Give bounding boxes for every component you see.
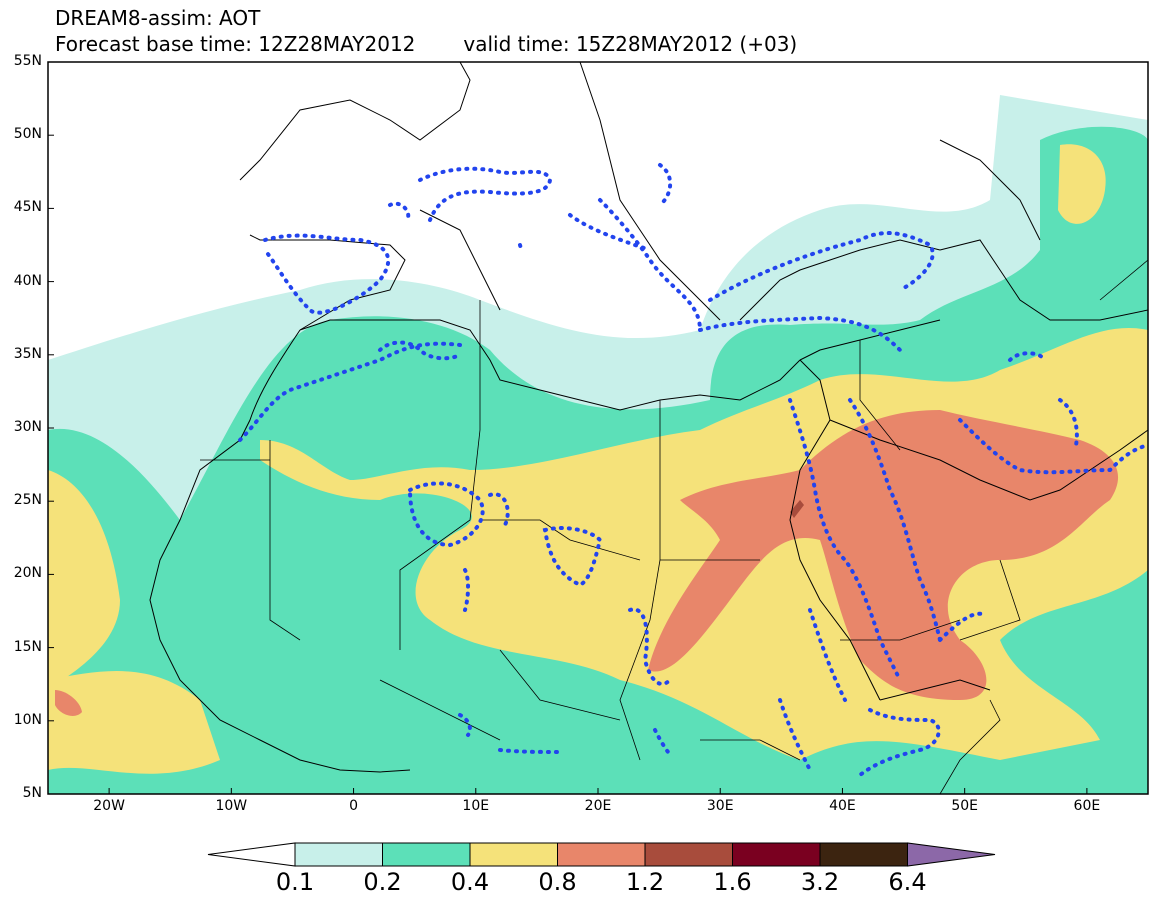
lat-label: 20N — [13, 565, 42, 582]
lat-label: 55N — [13, 53, 42, 69]
aot-field-0.4-west — [48, 671, 220, 774]
lon-label: 30E — [706, 798, 734, 814]
lat-label: 15N — [13, 638, 42, 655]
colorbar-segment — [557, 842, 646, 867]
forecast-times: Forecast base time: 12Z28MAY2012 valid ti… — [55, 34, 797, 54]
dotted-contours — [238, 163, 1148, 777]
lon-label: 0 — [349, 798, 359, 814]
valid-time: valid time: 15Z28MAY2012 (+03) — [463, 32, 798, 56]
colorbar-label: 3.2 — [800, 868, 840, 896]
colorbar-segment — [382, 842, 471, 867]
borders — [200, 259, 1148, 794]
colorbar-segment — [732, 842, 821, 867]
lon-label: 60E — [1073, 798, 1101, 814]
lat-label: 40N — [13, 272, 42, 289]
colorbar — [207, 842, 996, 867]
lat-label: 50N — [13, 126, 42, 143]
lat-label: 25N — [13, 492, 42, 509]
lat-label: 30N — [13, 419, 42, 435]
aot-field-1.2 — [790, 500, 804, 518]
lat-label: 35N — [13, 345, 42, 362]
colorbar-label: 0.2 — [363, 868, 402, 896]
map-title: DREAM8-assim: AOT — [55, 6, 261, 30]
lon-label: 20W — [93, 798, 125, 814]
lon-ticks — [108, 788, 1088, 794]
colorbar-label: 0.4 — [450, 868, 490, 896]
aot-field-0.8 — [648, 410, 1119, 700]
lat-label: 45N — [13, 199, 42, 216]
colorbar-segment — [469, 842, 558, 867]
colorbar-label: 0.8 — [538, 868, 577, 896]
lon-label: 20E — [584, 798, 612, 814]
colorbar-label: 1.6 — [713, 868, 752, 896]
lon-label: 10W — [215, 798, 248, 814]
lon-label: 10E — [462, 798, 490, 814]
coastlines — [149, 62, 1148, 773]
colorbar-segment — [294, 842, 383, 867]
lat-label: 5N — [22, 785, 42, 801]
colorbar-segment — [644, 842, 733, 867]
lon-label: 40E — [829, 798, 856, 814]
colorbar-segment — [819, 842, 908, 867]
colorbar-label: 1.2 — [625, 868, 665, 896]
colorbar-label: 0.1 — [275, 868, 315, 896]
lon-label: 50E — [951, 798, 978, 814]
colorbar-over-triangle — [907, 842, 996, 867]
colorbar-label: 6.4 — [888, 868, 927, 896]
aot-field-0.4-north — [1058, 144, 1106, 224]
lat-ticks — [48, 61, 54, 795]
base-time: Forecast base time: 12Z28MAY2012 — [55, 32, 416, 56]
colorbar-under-triangle — [207, 842, 296, 867]
lat-label: 10N — [13, 711, 42, 728]
aot-field-0.8-west — [55, 690, 82, 716]
